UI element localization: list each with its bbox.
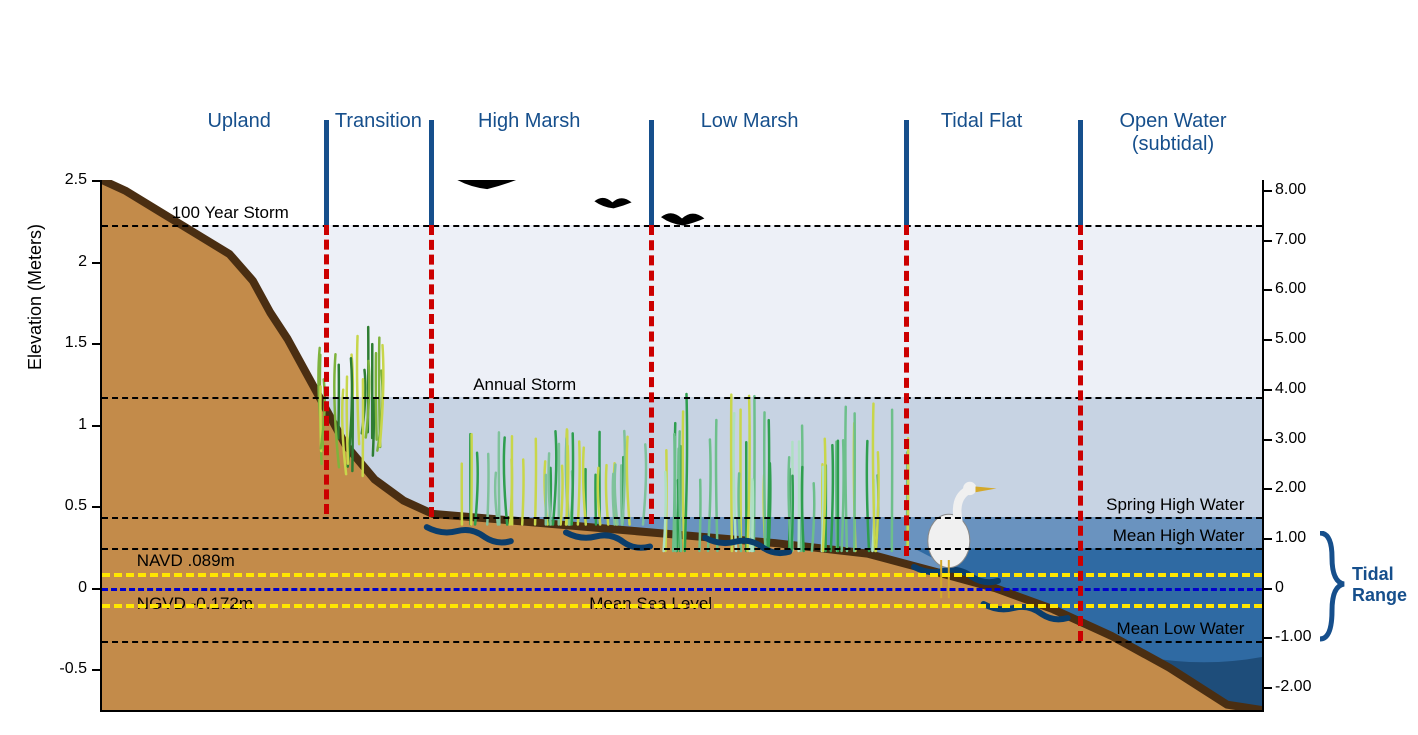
left-tick-label: -0.5 (52, 660, 87, 678)
zone-divider-dashed (429, 225, 434, 517)
water-level-line (102, 225, 1262, 227)
right-tick (1262, 637, 1272, 639)
right-tick-label: 1.00 (1275, 529, 1320, 547)
left-tick (92, 588, 102, 590)
water-level-label: Annual Storm (473, 375, 576, 395)
left-tick (92, 669, 102, 671)
right-tick-label: 5.00 (1275, 330, 1320, 348)
left-tick (92, 425, 102, 427)
datum-line (102, 604, 1262, 608)
water-level-line (102, 548, 1262, 550)
right-tick-label: -2.00 (1275, 678, 1320, 696)
right-tick (1262, 687, 1272, 689)
left-tick-label: 1 (52, 416, 87, 434)
right-tick-label: 4.00 (1275, 380, 1320, 398)
right-tick-label: 7.00 (1275, 231, 1320, 249)
right-tick-label: 8.00 (1275, 181, 1320, 199)
datum-line (102, 588, 1262, 591)
datum-label: NAVD .089m (137, 551, 235, 571)
sky-band (102, 517, 1262, 642)
right-tick (1262, 339, 1272, 341)
bird-flying-icon (594, 198, 631, 209)
zone-divider-solid (429, 120, 434, 225)
left-tick-label: 2 (52, 253, 87, 271)
zone-divider-solid (649, 120, 654, 225)
plot-area: 2.521.510.50-0.58.007.006.005.004.003.00… (100, 180, 1264, 712)
right-tick (1262, 190, 1272, 192)
water-level-line (102, 517, 1262, 519)
water-level-label: Mean Low Water (1117, 619, 1245, 639)
right-tick (1262, 538, 1272, 540)
right-tick (1262, 439, 1272, 441)
zone-divider-dashed (1078, 225, 1083, 641)
deep-water (1146, 657, 1262, 710)
left-tick-label: 1.5 (52, 334, 87, 352)
sky-band (102, 225, 1262, 397)
right-tick (1262, 389, 1272, 391)
zone-label: Open Water (subtidal) (1119, 110, 1226, 156)
tidal-cross-section-diagram: Elevation (Meters) Elevation (Feet) 2.52… (20, 20, 1398, 715)
zone-label: Low Marsh (701, 110, 799, 133)
water-level-line (102, 641, 1262, 643)
water-level-line (102, 397, 1262, 399)
water-level-label: Spring High Water (1106, 495, 1244, 515)
right-tick (1262, 488, 1272, 490)
bird-flying-icon (449, 180, 523, 189)
zone-label: Transition (335, 110, 422, 133)
zone-divider-solid (1078, 120, 1083, 225)
left-tick-label: 0.5 (52, 497, 87, 515)
bird-flying-icon (661, 213, 704, 225)
water-level-label: Mean High Water (1113, 526, 1245, 546)
left-axis-label: Elevation (Meters) (25, 224, 46, 370)
right-tick-label: -1.00 (1275, 628, 1320, 646)
right-tick-label: 6.00 (1275, 280, 1320, 298)
left-tick (92, 262, 102, 264)
zone-divider-dashed (904, 225, 909, 556)
zone-divider-dashed (649, 225, 654, 524)
right-tick (1262, 289, 1272, 291)
zone-label: Upland (207, 110, 270, 133)
water-level-label: 100 Year Storm (172, 203, 289, 223)
left-tick (92, 343, 102, 345)
zone-divider-solid (904, 120, 909, 225)
left-tick (92, 506, 102, 508)
right-tick (1262, 240, 1272, 242)
zone-label: High Marsh (478, 110, 580, 133)
sky-band (102, 397, 1262, 516)
right-tick (1262, 588, 1272, 590)
left-tick-label: 0 (52, 579, 87, 597)
zone-divider-solid (324, 120, 329, 225)
left-tick (92, 180, 102, 182)
zone-divider-dashed (324, 225, 329, 514)
right-tick-label: 3.00 (1275, 430, 1320, 448)
tidal-range-label: Tidal Range (1352, 564, 1407, 606)
left-tick-label: 2.5 (52, 171, 87, 189)
datum-line (102, 573, 1262, 577)
zone-label: Tidal Flat (941, 110, 1023, 133)
right-tick-label: 2.00 (1275, 479, 1320, 497)
right-tick-label: 0 (1275, 579, 1320, 597)
